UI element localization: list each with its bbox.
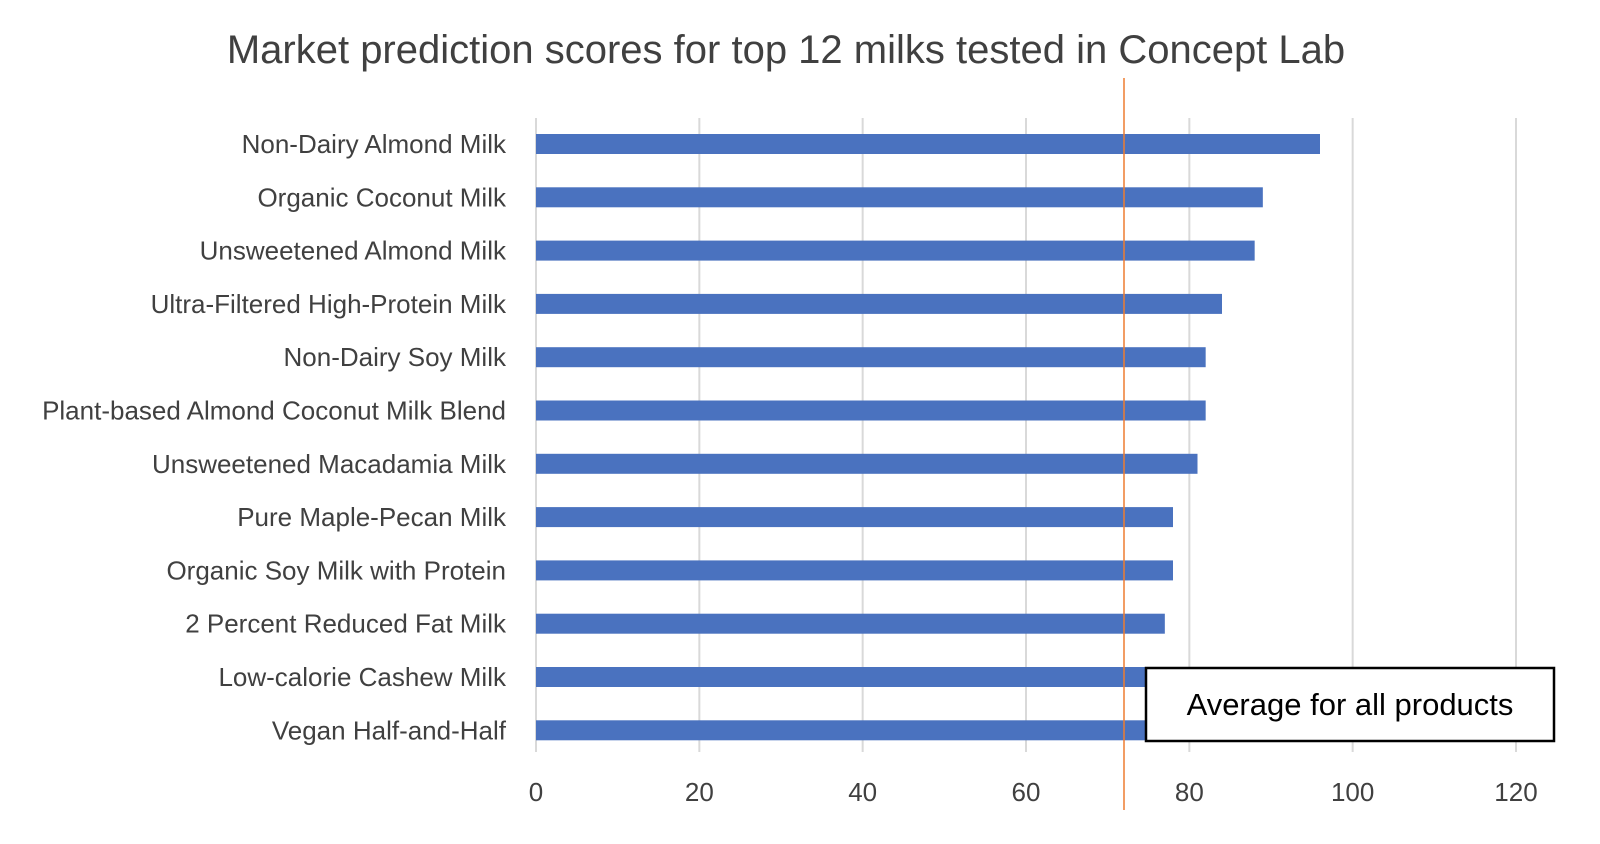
x-tick-label: 120 [1494,777,1537,807]
x-tick-label: 40 [848,777,877,807]
bar [536,507,1173,528]
category-label: Plant-based Almond Coconut Milk Blend [42,396,506,426]
x-tick-label: 60 [1012,777,1041,807]
category-labels: Non-Dairy Almond Milk Organic Coconut Mil… [42,129,507,745]
category-label: Unsweetened Almond Milk [200,236,507,266]
x-tick-label: 100 [1331,777,1374,807]
bar [536,347,1206,368]
category-label: Ultra-Filtered High-Protein Milk [151,289,507,319]
bar [536,667,1149,687]
average-callout-label: Average for all products [1187,687,1514,722]
category-label: Non-Dairy Almond Milk [242,129,507,159]
category-label: Unsweetened Macadamia Milk [152,449,507,479]
x-tick-label: 20 [685,777,714,807]
bar [536,240,1255,261]
x-axis-tick-labels: 0 20 40 60 80 100 120 [529,777,1538,807]
bar [536,293,1222,314]
category-label: Non-Dairy Soy Milk [284,342,507,372]
bar [536,453,1198,474]
bar [536,613,1165,634]
bar [536,187,1263,208]
category-label: Organic Coconut Milk [257,182,507,212]
bar [536,560,1173,581]
bar [536,134,1320,154]
x-tick-label: 0 [529,777,543,807]
category-label: Vegan Half-and-Half [272,715,507,745]
average-callout-box [1144,666,1556,743]
gridlines [535,118,1517,752]
x-tick-label: 80 [1175,777,1204,807]
category-label: Pure Maple-Pecan Milk [237,502,507,532]
category-label: Low-calorie Cashew Milk [218,662,507,692]
category-label: Organic Soy Milk with Protein [166,555,506,585]
chart-title: Market prediction scores for top 12 milk… [227,28,1345,72]
bar [536,720,1149,741]
category-label: 2 Percent Reduced Fat Milk [185,609,507,639]
bar [536,400,1206,421]
bars [536,134,1320,741]
average-callout: Average for all products [1144,666,1556,743]
